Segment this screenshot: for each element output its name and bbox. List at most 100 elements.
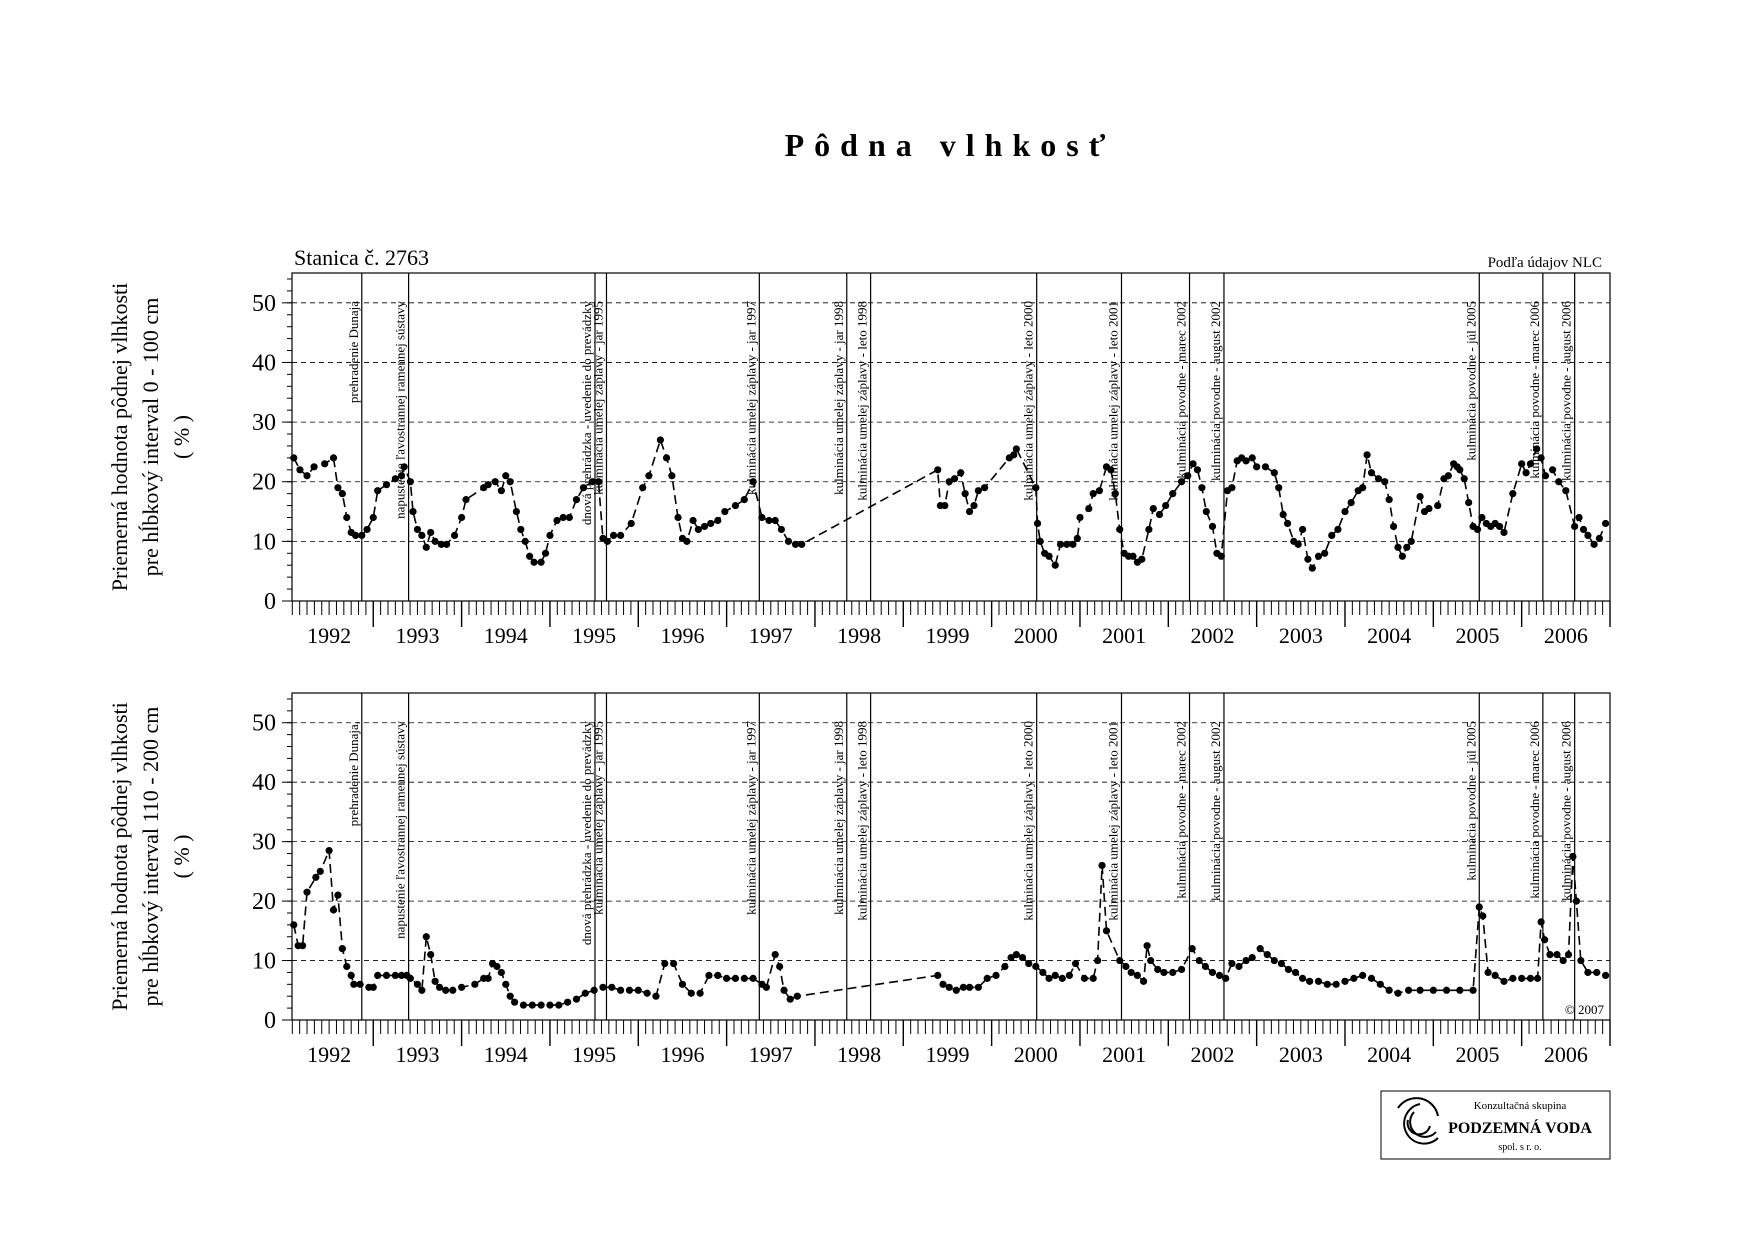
event-label: kulminácia umelej záplavy - jar 1997 [743,721,758,915]
data-point [608,983,616,991]
data-point [678,980,687,988]
data-point [555,1001,563,1009]
event-label: kulminácia povodne - august 2006 [1559,301,1574,481]
data-point [1298,525,1307,534]
y-axis-label: ( % ) [169,415,194,459]
data-point [1177,965,1186,974]
data-point [1235,962,1243,971]
data-point [1201,962,1210,971]
data-point [422,543,430,551]
x-tick-label: 1993 [395,623,439,648]
x-tick-label: 1998 [837,623,881,648]
data-point [442,540,451,548]
data-point [609,531,618,540]
x-tick-label: 2001 [1102,623,1146,648]
y-tick-label: 40 [252,770,276,796]
data-point [1347,499,1355,507]
data-point [945,478,953,486]
data-point [290,921,298,929]
data-point [1228,484,1236,492]
event-label: dnová prehrádzka - uvedenie do prevádzky [579,301,594,526]
x-tick-label: 2003 [1279,623,1323,648]
data-point [974,487,982,495]
x-tick-label: 2001 [1102,1042,1146,1067]
data-point [369,513,377,522]
data-point [674,513,682,522]
data-point [546,531,554,540]
data-point [497,968,505,977]
data-point [1010,451,1018,459]
data-point [776,962,784,971]
event-label: kulminácia umelej záplavy - leto 1998 [855,301,870,501]
data-point [409,507,417,516]
data-point [992,971,1000,980]
y-tick-label: 20 [252,889,276,915]
data-point [634,986,642,994]
data-point [581,989,589,997]
data-point [1553,951,1561,959]
logo-icon [1397,1097,1439,1145]
y-axis-label: Priemerná hodnota pôdnej vlhkosti [107,702,132,1011]
data-point [553,516,561,525]
data-point [791,540,800,548]
data-point [970,501,978,510]
page-title: Pôdna vlhkosť [785,127,1116,163]
data-point [537,558,545,566]
data-point [484,974,492,982]
data-point [350,980,358,988]
x-tick-label: 1994 [484,623,528,648]
data-point [950,475,959,483]
data-point [1098,861,1106,870]
event-label: napustenie ľavostrannej ramennej sústavy [393,721,408,939]
data-point [1495,522,1504,531]
data-point [1304,555,1312,563]
data-point [793,992,801,1000]
data-point [1569,852,1577,861]
data-point [1590,540,1598,548]
data-point [391,475,399,483]
data-point [939,980,947,988]
data-point [1279,510,1287,519]
data-point [1478,513,1486,522]
data-point [1537,918,1545,926]
x-tick-label: 1995 [572,1042,616,1067]
data-point [374,971,382,980]
data-point [1404,986,1413,994]
data-point [1518,460,1526,468]
data-point [974,983,982,991]
data-point [758,513,766,522]
y-tick-label: 20 [252,470,276,496]
event-label: kulminácia umelej záplavy - jar 1997 [743,301,758,495]
data-point [1001,962,1009,971]
data-point [1032,962,1040,971]
data-point [1270,956,1278,965]
data-point [506,992,514,1000]
data-point [1058,974,1066,982]
y-axis-label: Priemerná hodnota pôdnej vlhkosti [107,283,132,592]
data-point [1564,951,1573,959]
data-point [1579,525,1588,534]
x-tick-label: 1996 [660,1042,704,1067]
data-point [625,986,634,994]
x-tick-label: 1998 [837,1042,881,1067]
data-point [1537,454,1545,462]
data-point [1456,466,1464,474]
data-point [1107,466,1115,474]
data-point [537,1001,545,1009]
data-point [559,513,567,522]
y-tick-label: 0 [264,589,276,615]
data-point [740,974,748,982]
x-tick-label: 2000 [1014,623,1058,648]
data-point [1198,484,1206,492]
data-point [1374,475,1383,483]
x-tick-label: 1995 [572,623,616,648]
data-point [1376,980,1384,988]
data-point [1051,971,1059,980]
x-tick-label: 2003 [1279,1042,1323,1067]
data-point [334,891,342,899]
data-point [1314,977,1323,985]
data-point [1045,552,1053,560]
event-label: kulminácia umelej záplavy - leto 2001 [1105,301,1120,501]
data-point [1298,974,1307,982]
